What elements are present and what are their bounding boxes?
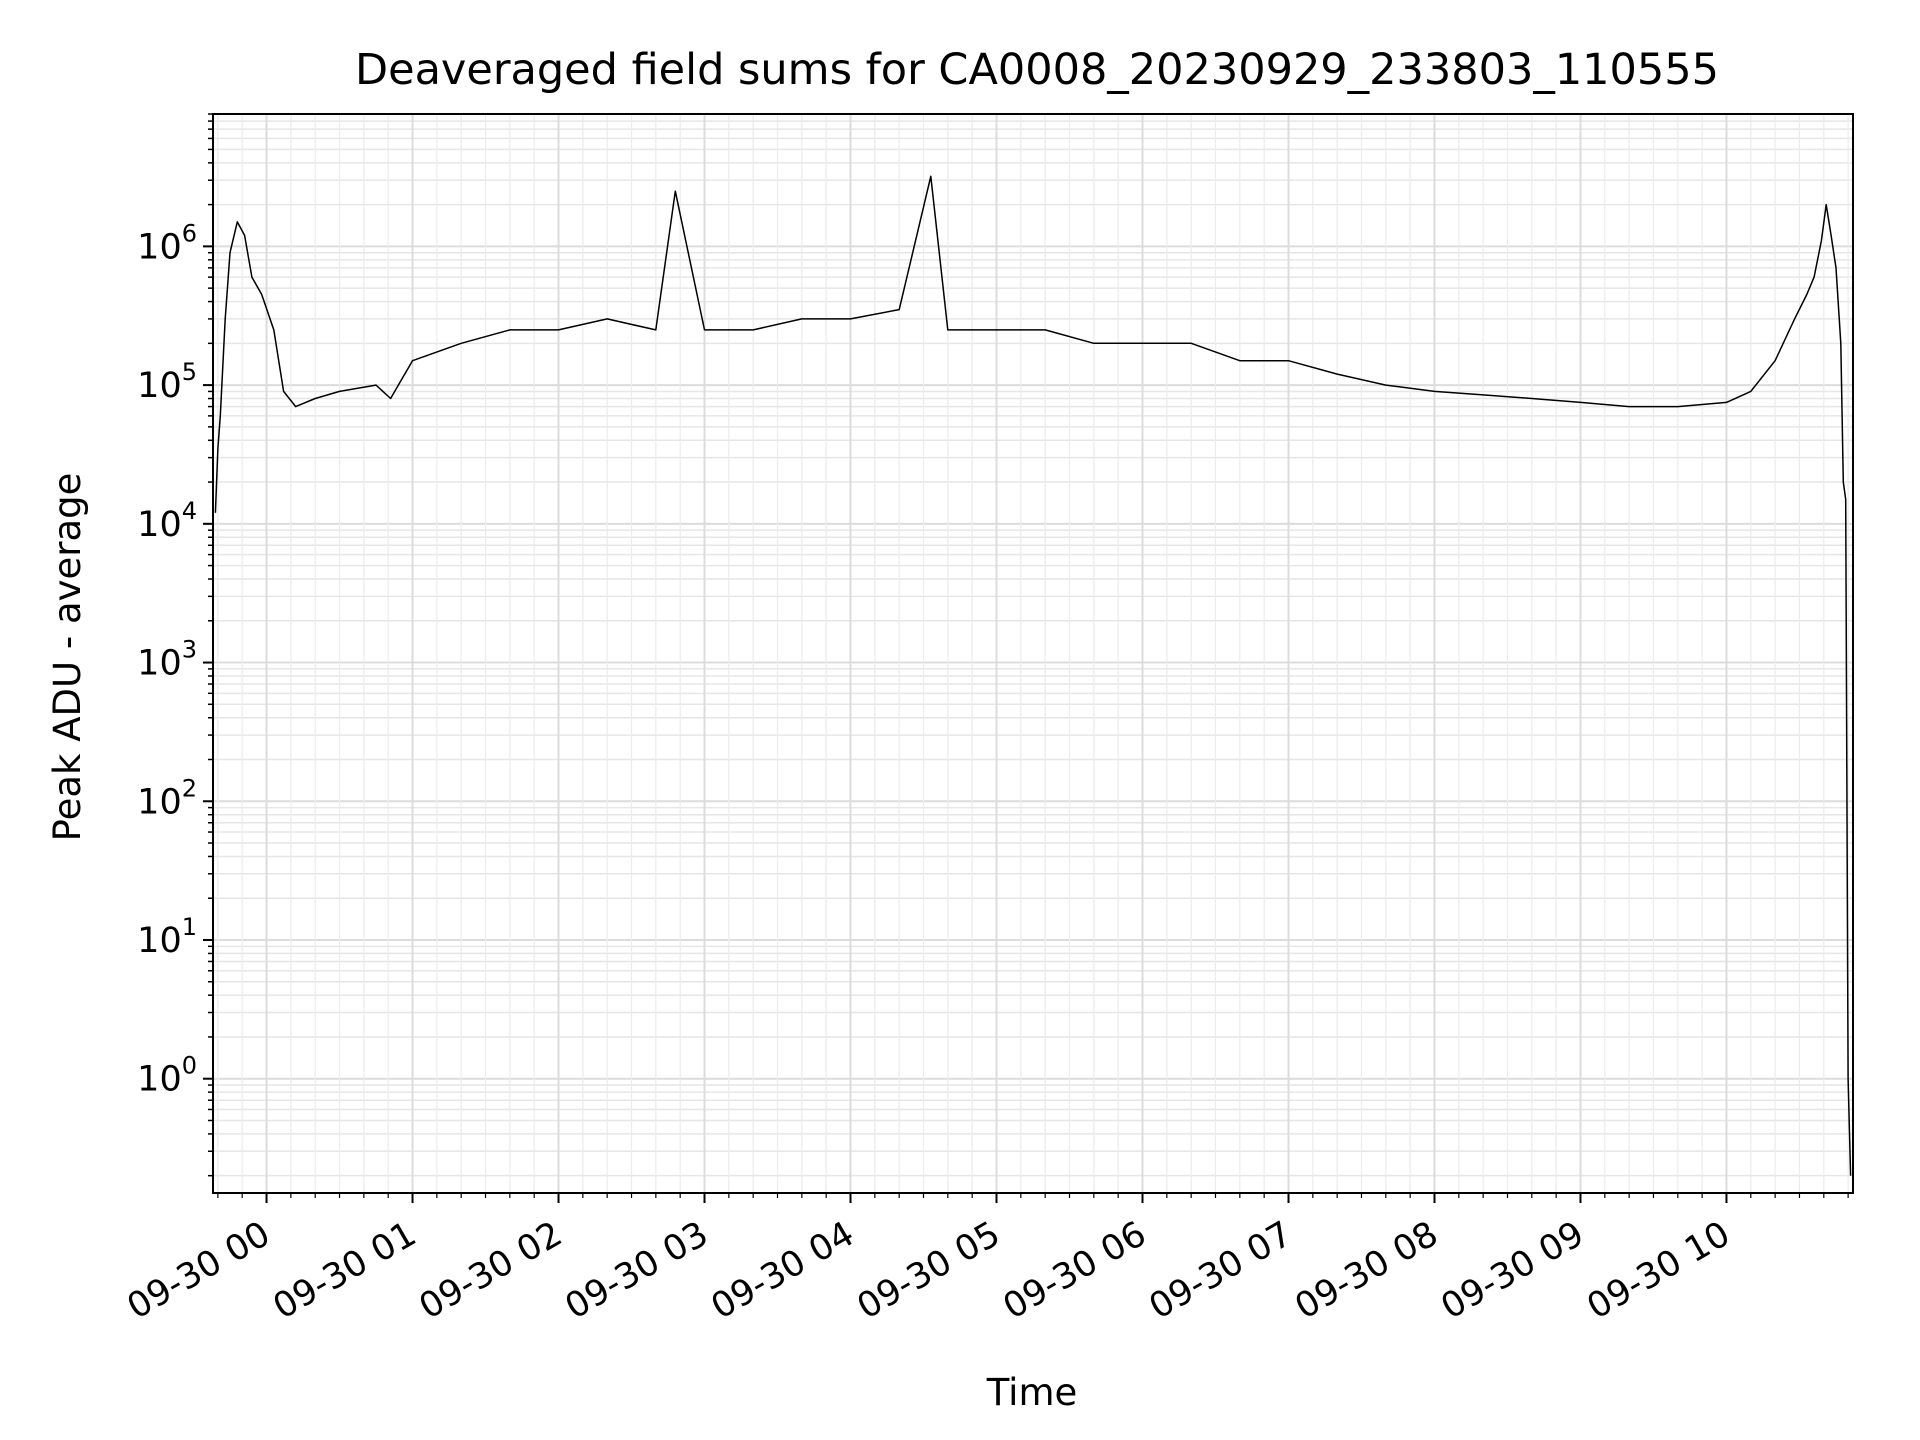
y-tick-label: 106 — [137, 219, 197, 267]
y-tick-label: 105 — [137, 358, 197, 406]
chart-title: Deaveraged field sums for CA0008_2023092… — [355, 45, 1719, 95]
grid — [213, 113, 1853, 1193]
plot-frame — [212, 113, 1854, 1194]
series-layer — [214, 175, 1852, 1176]
series-line — [214, 175, 1852, 1176]
y-axis-label: Peak ADU - average — [46, 473, 89, 842]
x-axis-label: Time — [986, 1371, 1078, 1414]
